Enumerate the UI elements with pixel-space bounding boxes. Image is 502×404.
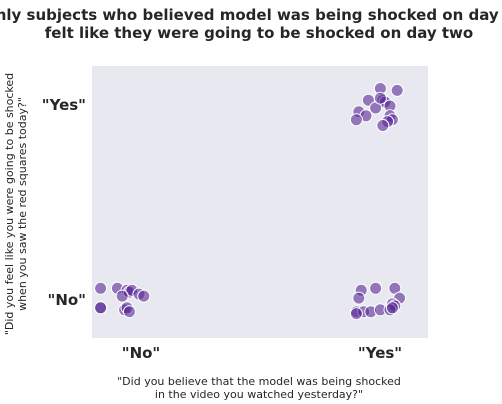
data-point — [373, 91, 387, 105]
data-point — [352, 291, 366, 305]
data-point — [349, 113, 363, 127]
data-point — [385, 301, 399, 315]
data-point — [349, 307, 363, 321]
chart-title-line-2: felt like they were going to be shocked … — [45, 24, 473, 42]
data-point — [376, 119, 390, 132]
x-tick-label-no: "No" — [122, 344, 161, 362]
data-point — [122, 305, 136, 319]
data-point — [390, 83, 404, 97]
y-axis-label-line-2: when you saw the red squares today?" — [16, 97, 29, 311]
data-point — [94, 281, 108, 295]
data-point — [137, 289, 151, 303]
data-points — [94, 82, 407, 321]
x-axis-label-line-2: in the video you watched yesterday?" — [155, 388, 363, 401]
y-tick-label-yes: "Yes" — [42, 96, 86, 114]
data-point — [115, 289, 129, 303]
chart-title-line-1: Only subjects who believed model was bei… — [0, 6, 502, 24]
x-axis-label-line-1: "Did you believe that the model was bein… — [117, 375, 401, 388]
y-axis-label-line-1: "Did you feel like you were going to be … — [3, 73, 16, 335]
data-point — [94, 301, 108, 315]
x-tick-label-yes: "Yes" — [358, 344, 402, 362]
y-tick-label-no: "No" — [48, 291, 87, 309]
data-point — [369, 281, 383, 295]
